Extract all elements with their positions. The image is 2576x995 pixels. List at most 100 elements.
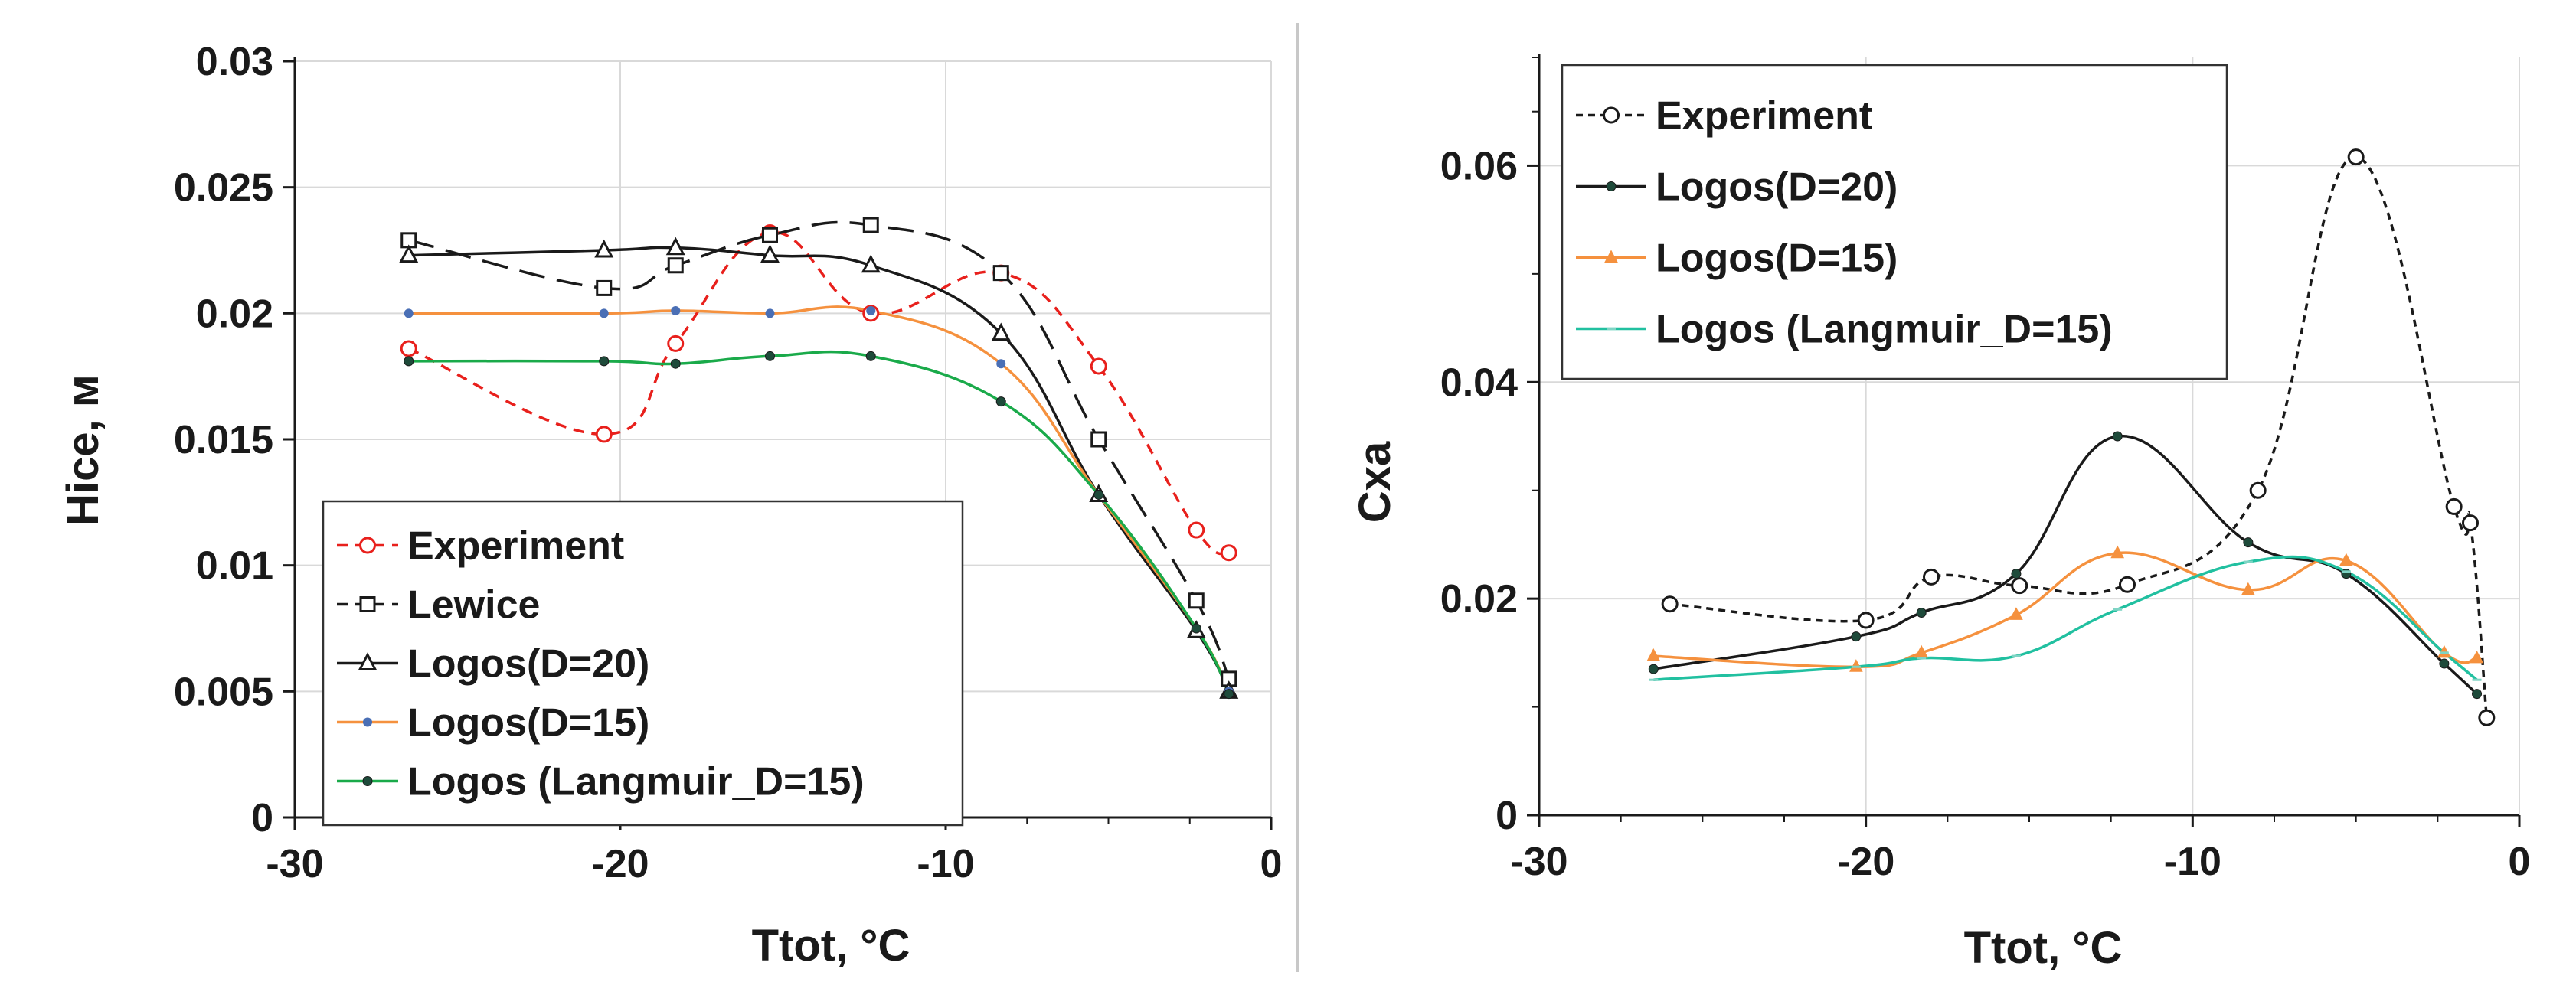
legend-marker — [358, 652, 378, 670]
tick-labels-left: 0 0.005 0.01 0.015 0.02 0.025 0.03 -30 -20 -10 0 — [174, 40, 1283, 886]
data-point — [862, 217, 879, 233]
legend-label: Logos(D=15) — [1656, 237, 1898, 281]
y-tick-label: 0.01 — [196, 544, 273, 589]
y-tick-label: 0.03 — [196, 40, 273, 84]
data-point — [2470, 650, 2484, 664]
series-line-0 — [1669, 155, 2489, 718]
data-point — [992, 265, 1009, 282]
y-tick-label: 0.015 — [174, 418, 273, 462]
legend-label: Logos(D=20) — [407, 642, 649, 687]
legend-marker — [1604, 250, 1618, 263]
data-point — [1224, 689, 1234, 700]
data-point — [2009, 607, 2023, 620]
data-point — [865, 351, 876, 361]
data-point — [1923, 568, 1940, 586]
data-point — [594, 239, 614, 258]
y-tick-label: 0 — [1496, 794, 1518, 838]
data-point — [866, 306, 876, 316]
legend-marker — [1603, 106, 1620, 124]
data-point — [399, 244, 419, 263]
legend-label: Lewice — [407, 583, 540, 628]
legend-label: Logos (Langmuir_D=15) — [407, 760, 865, 804]
data-point — [861, 254, 881, 273]
axes-right — [1527, 54, 2521, 827]
data-point — [2249, 481, 2267, 499]
data-point — [596, 279, 613, 296]
data-point — [1851, 631, 1862, 642]
data-point — [667, 257, 684, 274]
y-tick-label: 0.06 — [1440, 144, 1518, 188]
data-point — [760, 244, 780, 263]
legend-label: Experiment — [1656, 94, 1872, 139]
data-point — [1648, 664, 1659, 674]
chart-right: 0 0.02 0.04 0.06 -30 -20 -10 0 Ttot, °C Cxa Exp… — [1350, 54, 2530, 973]
data-point — [1857, 612, 1875, 629]
data-point — [595, 426, 613, 443]
series-line-2 — [408, 246, 1231, 693]
data-point — [2478, 709, 2496, 726]
legend-label: Logos(D=15) — [407, 701, 649, 745]
x-tick-label: 0 — [2509, 840, 2531, 884]
legend-marker — [362, 776, 373, 786]
chart-left: 0 0.005 0.01 0.015 0.02 0.025 0.03 -30 -20 -10 0 T… — [58, 40, 1282, 971]
data-point — [665, 237, 685, 256]
y-tick-label: 0.005 — [174, 670, 273, 714]
data-point — [1661, 595, 1679, 613]
x-tick-label: -20 — [591, 842, 649, 886]
series-markers-left — [399, 217, 1239, 700]
y-tick-label: 0.025 — [174, 166, 273, 210]
legend-marker — [1606, 181, 1617, 191]
legend-label: Experiment — [407, 524, 624, 569]
data-point — [2347, 148, 2365, 166]
y-tick-label: 0 — [251, 796, 273, 840]
legend-label: Logos (Langmuir_D=15) — [1656, 308, 2113, 352]
data-point — [2011, 569, 2022, 579]
data-point — [2011, 577, 2028, 595]
data-point — [404, 356, 414, 367]
data-point — [765, 308, 775, 318]
y-tick-label: 0.04 — [1440, 360, 1518, 405]
data-point — [762, 227, 778, 243]
series-line-1 — [408, 220, 1231, 680]
data-point — [599, 356, 610, 367]
data-point — [2445, 497, 2463, 515]
y-tick-label: 0.02 — [196, 292, 273, 336]
data-point — [2472, 689, 2483, 700]
x-tick-label: -30 — [1510, 840, 1568, 884]
series-line-1 — [1653, 435, 2478, 695]
data-point — [667, 334, 685, 352]
legend-left: Experiment Lewice Logos(D=20) Logos(D=15) Lo… — [322, 500, 964, 827]
data-point — [2339, 553, 2353, 566]
x-tick-label: -10 — [917, 842, 974, 886]
data-point — [1646, 648, 1661, 661]
data-point — [1090, 357, 1107, 375]
legend-box — [322, 500, 964, 827]
data-point — [1188, 521, 1205, 539]
data-point — [2462, 514, 2479, 532]
x-tick-label: -30 — [266, 842, 323, 886]
data-point — [599, 308, 609, 318]
series-markers-right — [1646, 148, 2496, 726]
data-point — [2439, 658, 2450, 669]
legend-marker — [359, 537, 376, 554]
data-point — [765, 351, 775, 361]
legend-marker — [363, 717, 372, 727]
data-point — [1191, 623, 1201, 634]
y-axis-title-right: Cxa — [1350, 441, 1400, 523]
data-point — [671, 306, 681, 316]
data-point — [400, 340, 417, 357]
x-tick-label: -10 — [2164, 840, 2221, 884]
data-point — [995, 396, 1006, 407]
data-point — [996, 359, 1006, 369]
data-point — [1916, 608, 1927, 618]
data-point — [1090, 431, 1107, 448]
data-point — [2119, 576, 2136, 593]
x-axis-title-right: Ttot, °C — [1964, 923, 2123, 973]
y-axis-title-left: Hice, м — [58, 374, 108, 526]
tick-labels-right: 0 0.02 0.04 0.06 -30 -20 -10 0 — [1440, 144, 2531, 884]
legend-box — [1561, 64, 2228, 380]
data-point — [404, 308, 414, 318]
y-tick-label: 0.02 — [1440, 577, 1518, 621]
legend-marker — [359, 596, 376, 612]
